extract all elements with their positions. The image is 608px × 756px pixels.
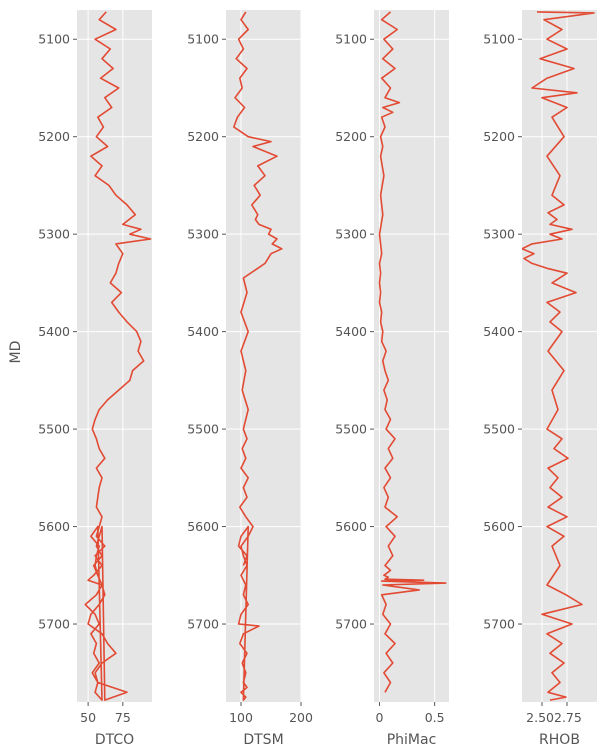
y-tick-label: 5700 — [38, 617, 70, 632]
y-tick-label: 5500 — [187, 422, 219, 437]
y-tick-label: 5400 — [335, 324, 367, 339]
y-tick-label: 5700 — [187, 617, 219, 632]
y-axis-label: MD — [8, 341, 24, 364]
y-tick-label: 5700 — [335, 617, 367, 632]
y-tick-label: 5200 — [335, 129, 367, 144]
y-tick-label: 5100 — [483, 32, 515, 47]
x-tick-label: 100 — [229, 710, 253, 725]
panel-rhob: 5100 5200 5300 5400 5500 5600 5700 2.502.75 RHOB — [483, 10, 597, 748]
panel-background — [522, 10, 597, 702]
log-curve-rhob — [522, 11, 595, 701]
x-tick-label: 2.502.75 — [526, 710, 582, 725]
y-tick-label: 5600 — [38, 519, 70, 534]
panel-background — [77, 10, 152, 702]
y-tick-label: 5500 — [483, 422, 515, 437]
y-tick-label: 5200 — [187, 129, 219, 144]
y-tick-label: 5300 — [483, 227, 515, 242]
panel-dtco: 5100 5200 5300 5400 5500 5600 5700 50 75 DTCO — [38, 10, 152, 748]
y-tick-label: 5100 — [187, 32, 219, 47]
panel-dtsm: 5100 5200 5300 5400 5500 5600 5700 100 200 DTSM — [187, 10, 313, 748]
log-curve-dtsm — [233, 11, 283, 701]
y-tick-label: 5300 — [187, 227, 219, 242]
x-tick-label: 50 — [80, 710, 96, 725]
x-tick-label: 200 — [289, 710, 313, 725]
y-tick-label: 5300 — [335, 227, 367, 242]
y-tick-label: 5600 — [483, 519, 515, 534]
panel-background — [374, 10, 449, 702]
y-tick-label: 5400 — [38, 324, 70, 339]
log-curve-phimac — [378, 11, 447, 693]
y-tick-label: 5100 — [38, 32, 70, 47]
log-curve-dtco — [84, 11, 152, 701]
x-tick-label: 0 — [376, 710, 384, 725]
x-tick-label: 0.5 — [425, 710, 445, 725]
y-tick-label: 5400 — [187, 324, 219, 339]
y-tick-label: 5300 — [38, 227, 70, 242]
x-axis-label: PhiMac — [387, 732, 437, 748]
x-axis-label: DTCO — [95, 732, 134, 748]
y-tick-label: 5500 — [38, 422, 70, 437]
y-tick-label: 5100 — [335, 32, 367, 47]
y-tick-label: 5600 — [187, 519, 219, 534]
x-tick-label: 75 — [115, 710, 131, 725]
x-axis-label: DTSM — [243, 732, 283, 748]
panel-phimac: 5100 5200 5300 5400 5500 5600 5700 0 0.5 PhiMac — [335, 10, 449, 748]
y-tick-label: 5200 — [483, 129, 515, 144]
y-tick-label: 5700 — [483, 617, 515, 632]
y-tick-label: 5600 — [335, 519, 367, 534]
y-tick-label: 5200 — [38, 129, 70, 144]
x-axis-label: RHOB — [539, 732, 580, 748]
y-tick-label: 5500 — [335, 422, 367, 437]
y-tick-label: 5400 — [483, 324, 515, 339]
panel-background — [226, 10, 301, 702]
